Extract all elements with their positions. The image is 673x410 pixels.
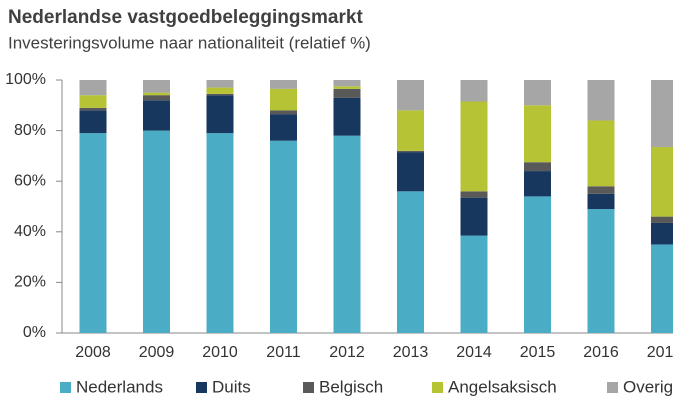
x-tick-label: 2017 <box>647 344 673 361</box>
bar-segment <box>79 133 107 333</box>
bar-segment <box>397 80 424 111</box>
x-tick-label: 2011 <box>266 344 301 361</box>
bar-segment <box>270 80 297 89</box>
bar-segment <box>333 135 361 333</box>
bar-segment <box>587 120 615 187</box>
bar-segment <box>651 222 673 245</box>
x-tick-label: 2013 <box>393 344 429 361</box>
bar-segment <box>397 150 424 153</box>
chart-title: Nederlandse vastgoedbeleggingsmarkt <box>8 7 363 28</box>
y-tick-label: 80% <box>14 122 46 139</box>
bar-segment <box>460 101 488 192</box>
bar-segment <box>587 193 615 210</box>
bar-segment <box>524 162 551 172</box>
bar-segment <box>206 133 234 333</box>
legend-label: Nederlands <box>76 377 163 396</box>
y-tick-label: 100% <box>5 71 46 88</box>
x-tick-label: 2012 <box>329 344 365 361</box>
bar-segment <box>270 140 297 333</box>
bar-segment <box>524 171 551 197</box>
bar-segment <box>270 114 297 141</box>
bar-segment <box>524 105 551 163</box>
bar-segment <box>206 87 234 94</box>
bar-segment <box>587 186 615 194</box>
bar-segment <box>460 191 488 198</box>
bar-segment <box>651 147 673 217</box>
bar-segment <box>143 95 170 101</box>
bar-segment <box>397 110 424 151</box>
bar-segment <box>79 95 107 108</box>
legend-label: Overig <box>623 377 673 396</box>
bar-segment <box>143 80 170 93</box>
bar-segment <box>333 80 361 87</box>
bar-segment <box>524 80 551 106</box>
bar-segment <box>206 95 234 134</box>
bar-segment <box>587 80 615 121</box>
chart-subtitle: Investeringsvolume naar nationaliteit (r… <box>8 33 371 52</box>
legend-label: Belgisch <box>319 377 383 396</box>
bar-segment <box>270 110 297 115</box>
bar-segment <box>460 235 488 333</box>
bar-segment <box>524 196 551 333</box>
x-tick-label: 2010 <box>202 344 238 361</box>
legend-swatch <box>196 382 207 393</box>
bar-segment <box>333 97 361 136</box>
bar-segment <box>206 80 234 88</box>
y-tick-label: 60% <box>14 172 46 189</box>
bar-segment <box>460 80 488 102</box>
bar-segment <box>79 80 107 96</box>
bar-segment <box>460 197 488 236</box>
bar-segment <box>270 88 297 111</box>
x-tick-label: 2008 <box>75 344 111 361</box>
bar-segment <box>651 216 673 223</box>
legend-label: Duits <box>212 377 251 396</box>
bar-segment <box>143 100 170 131</box>
bar-segment <box>587 209 615 333</box>
bar-segment <box>397 191 424 333</box>
bar-segment <box>143 130 170 333</box>
x-tick-label: 2014 <box>456 344 492 361</box>
legend-swatch <box>607 382 618 393</box>
bar-segment <box>206 93 234 96</box>
bar-segment <box>397 152 424 192</box>
bar-segment <box>79 107 107 111</box>
x-tick-label: 2015 <box>520 344 556 361</box>
bar-segment <box>651 80 673 148</box>
y-tick-label: 40% <box>14 223 46 240</box>
bar-segment <box>79 110 107 134</box>
x-tick-label: 2016 <box>583 344 619 361</box>
bar-segment <box>333 86 361 89</box>
legend-swatch <box>432 382 443 393</box>
y-tick-label: 20% <box>14 274 46 291</box>
legend-swatch <box>303 382 314 393</box>
bar-segment <box>143 92 170 96</box>
x-tick-label: 2009 <box>139 344 175 361</box>
bar-segment <box>333 88 361 98</box>
bar-segment <box>651 244 673 333</box>
legend-label: Angelsaksisch <box>448 377 557 396</box>
legend-swatch <box>60 382 71 393</box>
y-tick-label: 0% <box>23 324 46 341</box>
